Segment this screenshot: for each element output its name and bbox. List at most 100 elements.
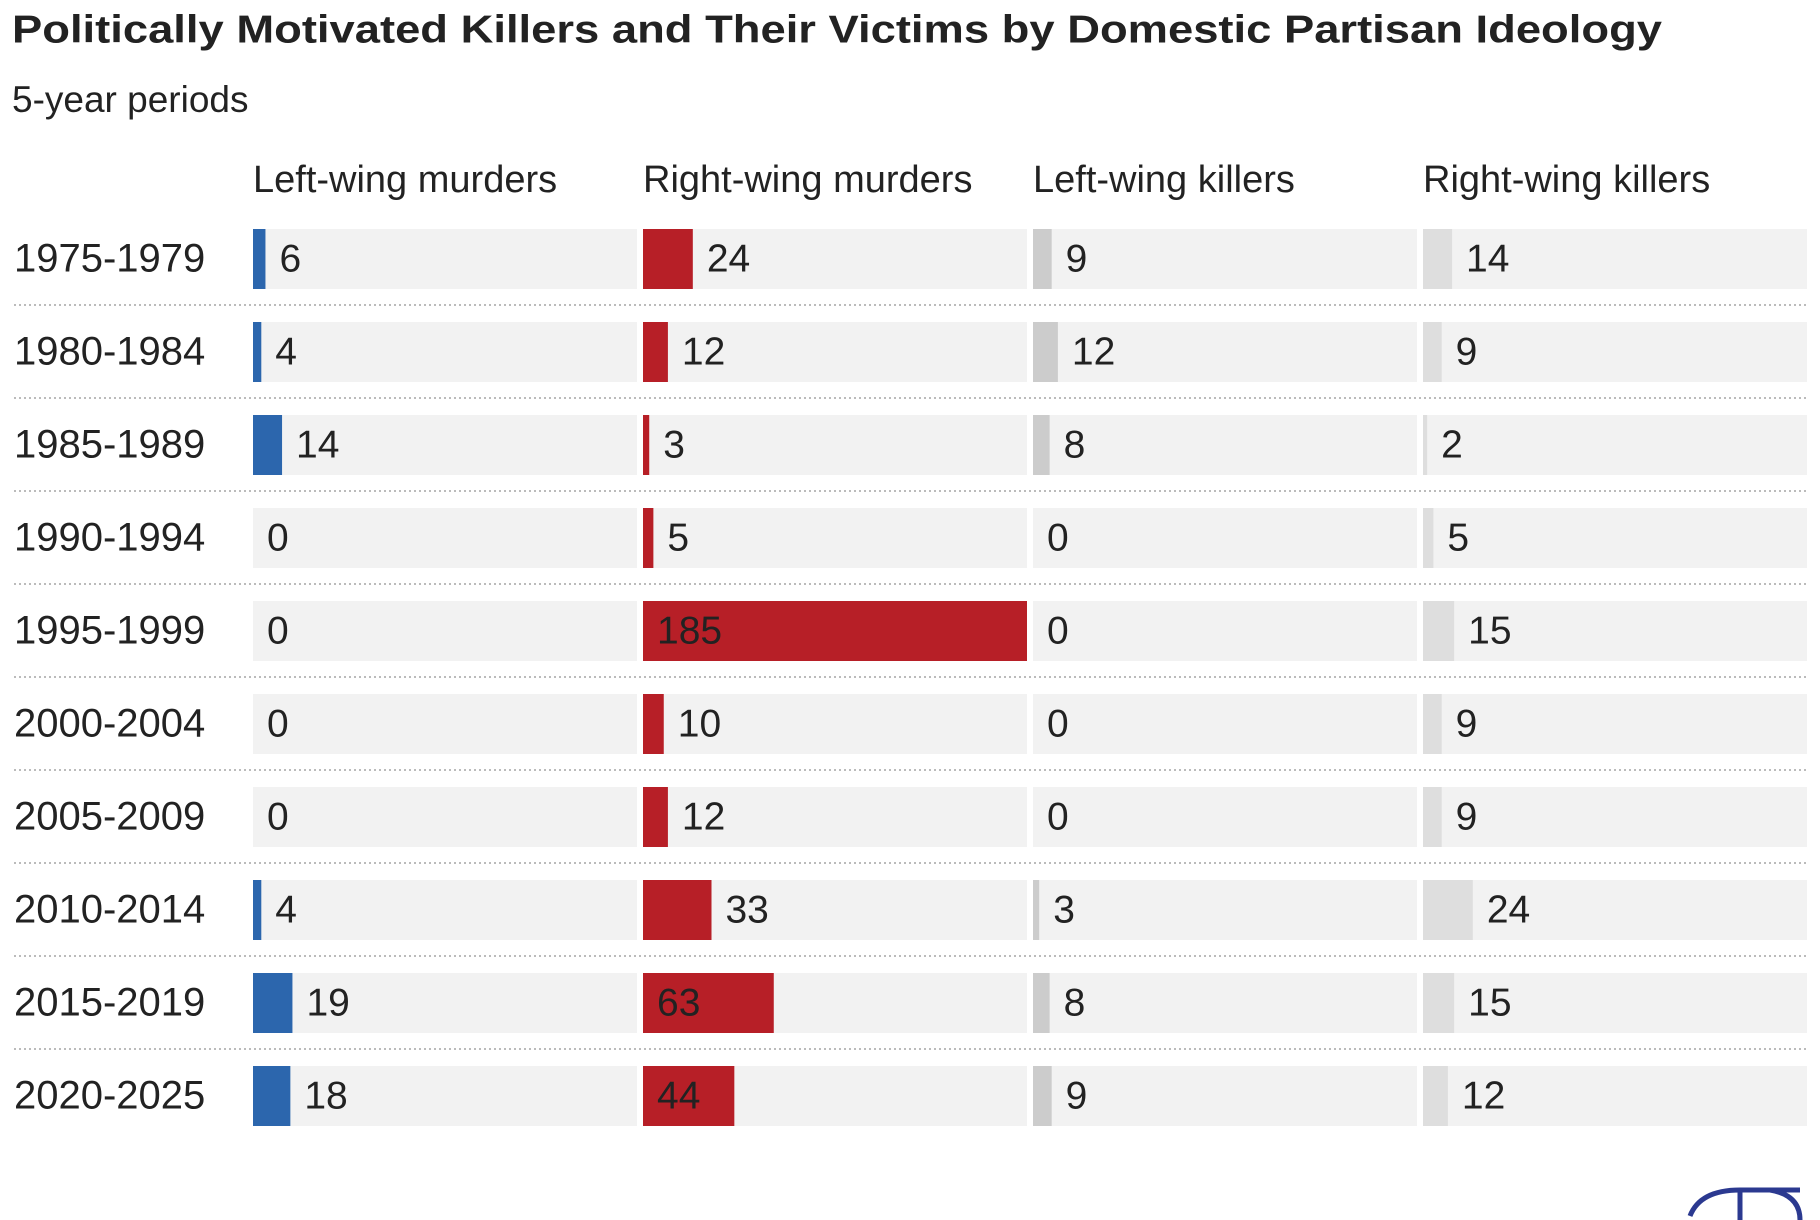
row-label: 2010-2014 [14, 888, 205, 932]
row-background [1033, 601, 1417, 661]
row-background [1423, 601, 1807, 661]
row-background [643, 415, 1027, 475]
row-background [1423, 880, 1807, 940]
value-label: 33 [725, 888, 768, 931]
value-label: 0 [267, 516, 289, 559]
bar [1423, 880, 1473, 940]
row-background [1423, 973, 1807, 1033]
value-label: 0 [267, 702, 289, 745]
row-label: 1980-1984 [14, 330, 205, 374]
bar [643, 508, 654, 568]
row-background [253, 694, 637, 754]
row-background [1033, 229, 1417, 289]
value-label: 6 [279, 237, 301, 280]
bar [643, 694, 664, 754]
bar [1033, 1066, 1052, 1126]
column-header: Right-wing murders [643, 159, 972, 201]
row-label: 2020-2025 [14, 1074, 205, 1118]
row-background [1033, 415, 1417, 475]
bar [253, 229, 266, 289]
bar [253, 1066, 291, 1126]
row-label: 2015-2019 [14, 981, 205, 1025]
row-background [253, 322, 637, 382]
value-label: 9 [1456, 702, 1478, 745]
bar [643, 1066, 735, 1126]
value-label: 15 [1468, 981, 1511, 1024]
bar [1423, 415, 1428, 475]
bar [643, 973, 774, 1033]
value-label: 24 [1487, 888, 1530, 931]
bar [1033, 322, 1058, 382]
row-background [1423, 694, 1807, 754]
value-label: 0 [267, 795, 289, 838]
bar [1423, 1066, 1448, 1126]
value-label: 12 [682, 330, 725, 373]
value-label: 0 [1047, 702, 1069, 745]
value-label: 9 [1066, 237, 1088, 280]
bar [643, 229, 693, 289]
row-label: 2000-2004 [14, 702, 205, 746]
row-background [253, 229, 637, 289]
bar [643, 880, 712, 940]
row-background [1423, 415, 1807, 475]
row-label: 2005-2009 [14, 795, 205, 839]
bar [253, 322, 262, 382]
bar [1423, 322, 1442, 382]
bar [1033, 229, 1052, 289]
value-label: 14 [296, 423, 339, 466]
row-label: 1995-1999 [14, 609, 205, 653]
bar [643, 787, 668, 847]
value-label: 14 [1466, 237, 1509, 280]
row-background [643, 229, 1027, 289]
bar [253, 880, 262, 940]
chart-subtitle: 5-year periods [12, 79, 249, 120]
value-label: 4 [275, 888, 297, 931]
value-label: 5 [667, 516, 689, 559]
value-label: 8 [1064, 981, 1086, 1024]
value-label: 3 [663, 423, 685, 466]
row-background [1033, 508, 1417, 568]
value-label: 12 [682, 795, 725, 838]
row-background [1423, 322, 1807, 382]
row-background [1423, 787, 1807, 847]
row-background [1033, 694, 1417, 754]
row-label: 1985-1989 [14, 423, 205, 467]
value-label: 24 [707, 237, 750, 280]
bar [1423, 229, 1453, 289]
chart-title: Politically Motivated Killers and Their … [12, 8, 1662, 51]
bar [1033, 973, 1050, 1033]
value-label: 63 [657, 981, 700, 1024]
bar [1033, 880, 1040, 940]
row-background [253, 415, 637, 475]
column-header: Left-wing murders [253, 159, 557, 201]
value-label: 9 [1066, 1074, 1088, 1117]
row-background [1033, 322, 1417, 382]
bar [1033, 415, 1050, 475]
value-label: 19 [306, 981, 349, 1024]
bar [643, 601, 1027, 661]
row-background [643, 694, 1027, 754]
row-background [1033, 880, 1417, 940]
value-label: 44 [657, 1074, 700, 1117]
value-label: 3 [1053, 888, 1075, 931]
bar [253, 973, 293, 1033]
value-label: 12 [1072, 330, 1115, 373]
row-label: 1990-1994 [14, 516, 205, 560]
row-background [1423, 229, 1807, 289]
value-label: 0 [267, 609, 289, 652]
row-background [643, 322, 1027, 382]
row-background [253, 973, 637, 1033]
bar [1423, 694, 1442, 754]
value-label: 4 [275, 330, 297, 373]
row-background [253, 508, 637, 568]
row-background [1033, 787, 1417, 847]
bar [1423, 601, 1455, 661]
value-label: 18 [304, 1074, 347, 1117]
row-background [253, 601, 637, 661]
column-header: Left-wing killers [1033, 159, 1295, 201]
value-label: 10 [678, 702, 721, 745]
value-label: 9 [1456, 330, 1478, 373]
value-label: 12 [1462, 1074, 1505, 1117]
row-background [643, 787, 1027, 847]
